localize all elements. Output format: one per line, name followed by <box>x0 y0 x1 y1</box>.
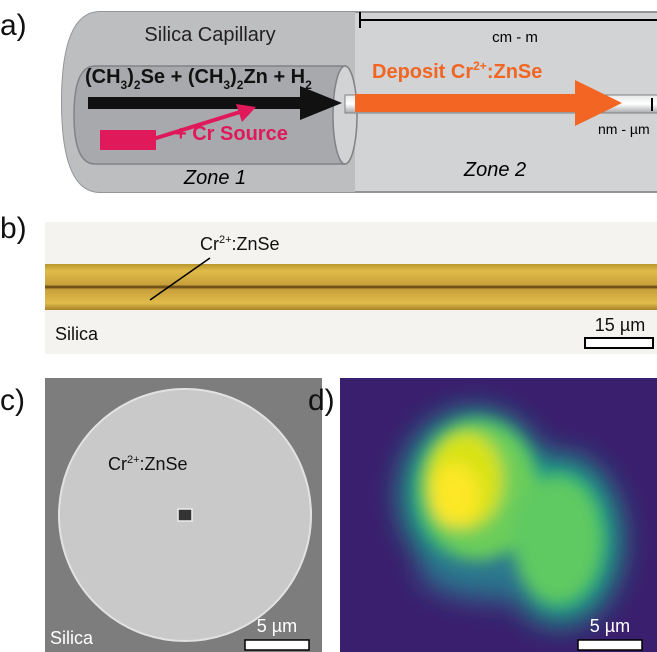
panel-d: d) 5 µm <box>308 378 657 652</box>
text-part: :ZnSe <box>140 454 188 474</box>
text-part: ) <box>127 66 134 88</box>
dopant-label: + Cr Source <box>175 123 288 145</box>
text-part: :ZnSe <box>487 61 543 83</box>
subscript: 2 <box>305 78 312 92</box>
scale-bar <box>585 338 653 348</box>
scale-bar <box>578 640 642 650</box>
superscript: 2+ <box>219 234 232 246</box>
cap-end <box>333 66 357 164</box>
zone-label: Zone 1 <box>183 167 246 189</box>
text-part: Zn + H <box>243 66 305 88</box>
zone-label: Zone 2 <box>463 159 526 181</box>
deposit-label: Deposit Cr2+:ZnSe <box>372 59 542 83</box>
panel-c: c) Cr2+:ZnSe Silica 5 µm <box>0 378 322 652</box>
core <box>178 509 192 521</box>
cr-source <box>100 130 156 150</box>
panel-label: a) <box>0 9 27 42</box>
cladding-label: Silica <box>50 628 94 648</box>
scale-bar <box>245 640 309 650</box>
core-scale: nm - µm <box>598 121 650 137</box>
panel-label: d) <box>308 384 335 417</box>
text-part: (CH <box>85 66 121 88</box>
panel-label: c) <box>0 384 25 417</box>
superscript: 2+ <box>127 454 140 466</box>
core-stripe <box>45 264 657 310</box>
capillary-label: Silica Capillary <box>144 24 275 46</box>
core-label: Cr2+:ZnSe <box>108 454 188 474</box>
core-label: Cr2+:ZnSe <box>200 234 280 254</box>
figure: a) cm - m Silica Capillary (CH3)2Se + (C… <box>0 0 657 652</box>
scale-label: 5 µm <box>590 616 630 636</box>
length-scale: cm - m <box>492 29 538 46</box>
panel-label: b) <box>0 212 27 245</box>
superscript: 2+ <box>473 59 487 73</box>
text-part: Deposit Cr <box>372 61 473 83</box>
text-part: Cr <box>108 454 127 474</box>
cladding-label: Silica <box>55 324 99 344</box>
panel-a: a) cm - m Silica Capillary (CH3)2Se + (C… <box>0 9 657 192</box>
panel-b: b) Cr2+:ZnSe Silica 15 µm <box>0 212 657 354</box>
text-part: Cr <box>200 234 219 254</box>
scale-label: 5 µm <box>257 616 297 636</box>
text-part: Se + (CH <box>141 66 224 88</box>
text-part: :ZnSe <box>232 234 280 254</box>
text-part: ) <box>230 66 237 88</box>
scale-label: 15 µm <box>595 315 645 335</box>
